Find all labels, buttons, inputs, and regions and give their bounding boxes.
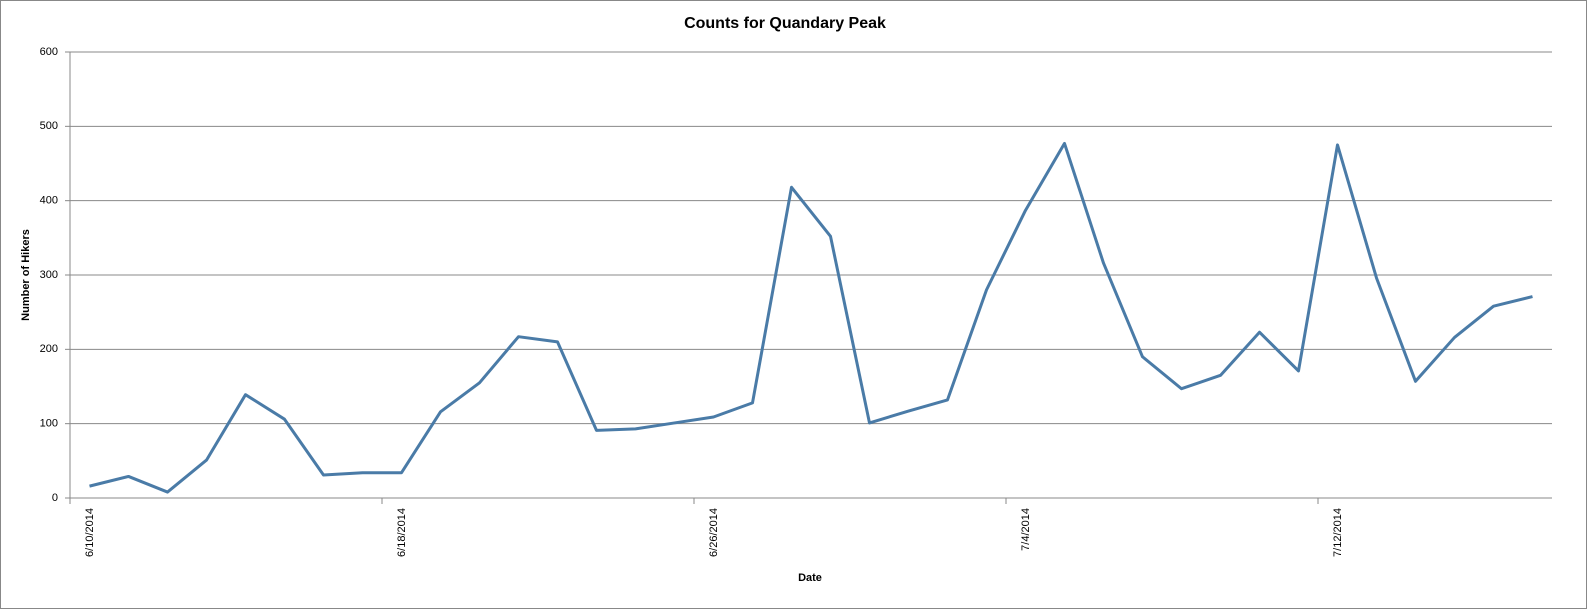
- y-tick-label: 100: [40, 418, 58, 430]
- x-tick-label: 7/12/2014: [1332, 508, 1344, 557]
- y-tick-label: 400: [40, 195, 58, 207]
- x-tick-label: 7/4/2014: [1020, 508, 1032, 551]
- y-tick-label: 500: [40, 120, 58, 132]
- x-tick-label: 6/26/2014: [708, 508, 720, 557]
- y-axis-title: Number of Hikers: [20, 229, 32, 321]
- y-tick-label: 0: [52, 492, 58, 504]
- data-line: [89, 141, 1533, 494]
- y-tick-label: 300: [40, 269, 58, 281]
- chart-title: Counts for Quandary Peak: [684, 15, 886, 32]
- x-tick-label: 6/18/2014: [396, 508, 408, 557]
- y-tick-label: 600: [40, 46, 58, 58]
- x-tick-label: 6/10/2014: [84, 508, 96, 557]
- y-tick-label: 200: [40, 343, 58, 355]
- x-axis-title: Date: [798, 572, 822, 584]
